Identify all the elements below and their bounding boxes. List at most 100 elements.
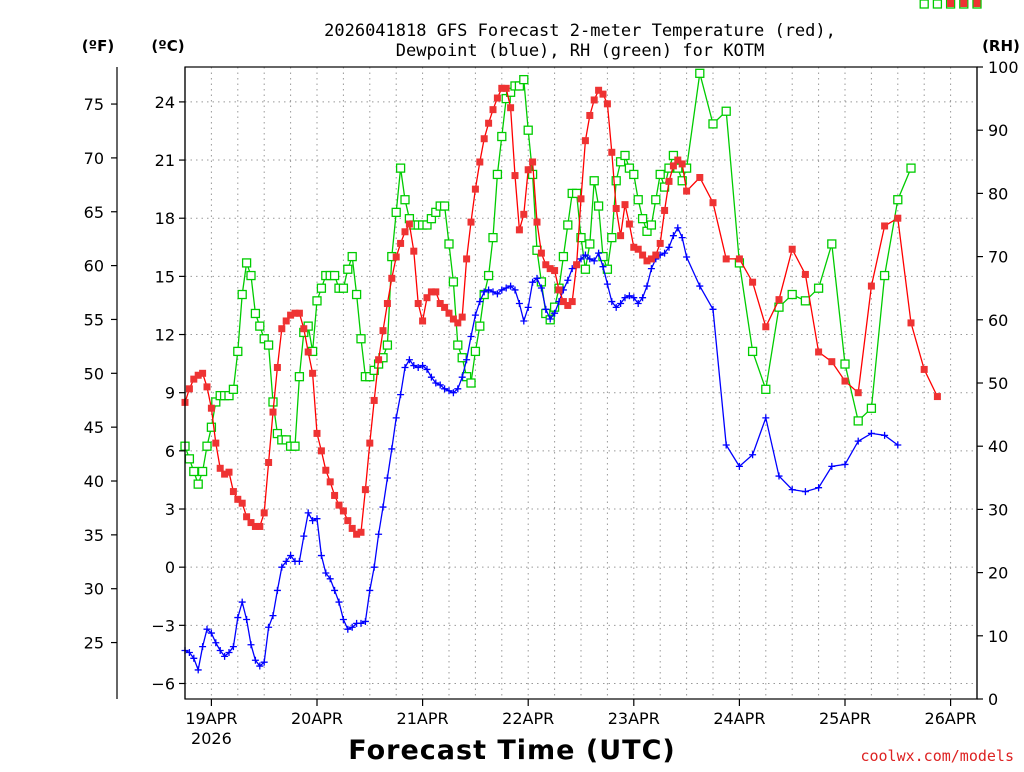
temperature-point (397, 239, 405, 247)
rh-point (492, 169, 503, 180)
dewpoint-point (449, 389, 457, 397)
rh-point (338, 283, 349, 293)
temperature-point (920, 365, 928, 373)
dewpoint-point (278, 563, 286, 571)
celsius-tick-label: 0 (165, 558, 175, 577)
temperature-point (445, 309, 453, 317)
rh-point (668, 150, 679, 161)
temperature-point (317, 447, 325, 455)
temperature-point (287, 311, 295, 319)
temperature-point (947, 0, 955, 7)
rh-point (677, 176, 687, 186)
day-tick-label: 21APR (397, 709, 449, 728)
temperature-point (502, 84, 510, 92)
dewpoint-point (282, 557, 290, 565)
temperature-point (463, 255, 471, 263)
temperature-point (458, 313, 466, 321)
rh-point (893, 195, 903, 205)
temperature-point (696, 174, 704, 182)
temperature-point (960, 0, 968, 7)
dewpoint-point (520, 317, 528, 325)
dewpoint-point (348, 623, 356, 631)
temperature-point (185, 385, 193, 393)
dewpoint-point (335, 598, 343, 606)
dewpoint-point (405, 356, 413, 364)
rh-point (932, 0, 943, 9)
rh-point (197, 466, 208, 477)
fahrenheit-tick-label: 35 (84, 526, 104, 545)
dewpoint-point (436, 381, 444, 389)
temperature-point (669, 162, 677, 170)
temperature-point (507, 104, 515, 112)
temperature-point (441, 303, 449, 311)
rh-point (585, 239, 595, 249)
temperature-point (489, 106, 497, 114)
dewpoint-point (590, 257, 598, 265)
temperature-point (529, 158, 537, 166)
temperature-point (414, 300, 422, 308)
dewpoint-point (247, 641, 255, 649)
temperature-point (573, 261, 581, 269)
rh-point (351, 289, 362, 300)
dewpoint-point (339, 616, 347, 624)
rh-point (695, 68, 705, 78)
temperature-point (361, 486, 369, 494)
rh-point (611, 176, 621, 186)
temperature-point (247, 519, 255, 527)
dewpoint-point (207, 629, 215, 637)
dewpoint-point (194, 666, 202, 674)
dewpoint-point (625, 292, 633, 300)
temperature-point (599, 90, 607, 98)
temperature-point (375, 356, 383, 364)
fahrenheit-tick-label: 45 (84, 418, 104, 437)
dewpoint-point (370, 563, 378, 571)
rh-tick-label: 40 (988, 437, 1008, 456)
rh-point (470, 346, 481, 357)
dewpoint-point (551, 309, 559, 317)
rh-point (558, 251, 569, 262)
temperature-point (326, 478, 334, 486)
dewpoint-point (621, 294, 629, 302)
temperature-point (775, 296, 783, 304)
rh-point (233, 346, 243, 357)
temperature-point (379, 327, 387, 335)
temperature-point (894, 214, 902, 222)
rh-point (316, 283, 327, 293)
temperature-point (828, 358, 836, 366)
dewpoint-point (331, 586, 339, 594)
dewpoint-point (309, 517, 317, 525)
dewpoint-point (216, 647, 224, 655)
temperature-point (612, 205, 620, 213)
dewpoint-point (489, 288, 497, 296)
dewpoint-point (322, 569, 330, 577)
rh-point (761, 384, 771, 394)
temperature-point (207, 404, 215, 412)
dewpoint-point (397, 391, 405, 399)
temperature-point (383, 300, 391, 308)
rh-point (246, 270, 256, 281)
temperature-point (515, 226, 523, 234)
rh-point (356, 334, 366, 344)
temperature-point (546, 265, 554, 273)
temperature-point (256, 522, 264, 530)
fahrenheit-tick-label: 75 (84, 95, 104, 114)
dewpoint-point (317, 552, 325, 560)
dewpoint-point (427, 373, 435, 381)
dewpoint-point (423, 365, 431, 373)
rh-point (347, 251, 357, 262)
dewpoint-point (678, 234, 686, 242)
temperature-point (907, 319, 915, 327)
temperature-point (432, 288, 440, 296)
tick-labels: 24211815129630−3−67570656055504540353025… (84, 58, 1019, 748)
dewpoint-point (524, 303, 532, 311)
temperature-point (498, 84, 506, 92)
temperature-point (559, 298, 567, 306)
temperature-point (471, 185, 479, 193)
dewpoint-point (533, 274, 541, 282)
celsius-tick-label: 12 (155, 326, 175, 345)
temperature-point (251, 522, 259, 530)
dewpoint-point (326, 575, 334, 583)
temperature-point (595, 86, 603, 94)
temperature-point (229, 488, 237, 496)
